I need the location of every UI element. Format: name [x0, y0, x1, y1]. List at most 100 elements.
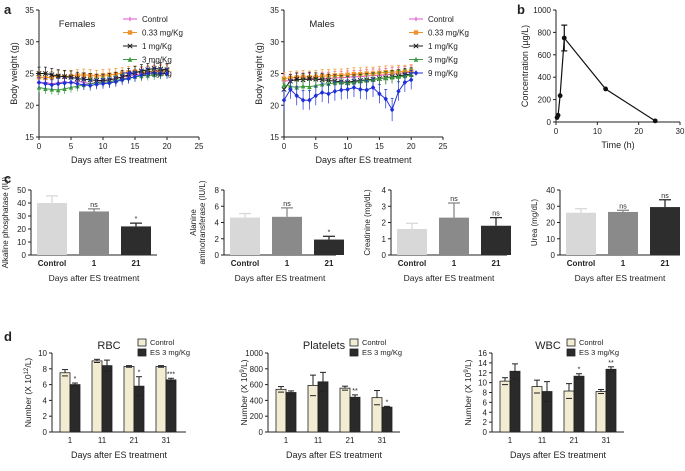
- x-tick-label: 31: [162, 436, 171, 445]
- y-tick-label: 8: [483, 389, 488, 398]
- data-point: [306, 76, 312, 82]
- data-point: [139, 72, 144, 78]
- data-point: [300, 97, 306, 103]
- significance-label: *: [328, 229, 331, 236]
- bar: [349, 396, 361, 433]
- x-tick-label: 10: [99, 142, 108, 151]
- legend-label: Control: [150, 338, 175, 347]
- legend-label: ES 3 mg/Kg: [150, 348, 190, 357]
- data-point: [300, 83, 306, 89]
- y-tick-label: 200: [250, 412, 264, 421]
- data-point: [326, 91, 331, 97]
- significance-label: **: [608, 360, 614, 367]
- y-tick-label: 16: [478, 349, 487, 358]
- data-point: [389, 106, 395, 113]
- data-point: [43, 80, 48, 87]
- y-tick-label: 8: [215, 186, 220, 195]
- bar: [608, 211, 638, 255]
- bar: [230, 217, 260, 255]
- data-point: [126, 75, 131, 82]
- significance-label: *: [386, 399, 389, 406]
- x-tick-label: 31: [602, 436, 611, 445]
- bar: [307, 384, 319, 433]
- y-axis-title: Alkaline phosphatase (IU): [1, 176, 10, 268]
- data-point: [402, 79, 408, 86]
- x-tick-label: 20: [163, 142, 172, 151]
- data-point: [81, 76, 87, 82]
- legend-swatch: [566, 348, 576, 357]
- bar: [509, 370, 521, 433]
- bar: [165, 379, 177, 433]
- data-point: [339, 87, 344, 93]
- bar: [121, 226, 151, 255]
- x-tick-label: 1: [508, 436, 513, 445]
- y-tick-label: 2: [215, 235, 220, 244]
- y-tick-label: 10: [546, 235, 555, 244]
- y-axis-title: Number (X 109/L): [239, 359, 249, 425]
- y-tick-label: 0: [547, 118, 552, 127]
- significance-label: ns: [90, 202, 98, 209]
- y-axis-title: aminotransferase (IU/L): [198, 180, 207, 264]
- x-tick-label: 0: [554, 127, 559, 136]
- x-tick-label: 0: [37, 142, 42, 151]
- bar: [339, 387, 351, 433]
- x-axis-title: Days after ES treatment: [510, 450, 607, 460]
- significance-label: ns: [283, 201, 291, 208]
- y-axis-title: Number (X 1012/L): [23, 358, 33, 428]
- y-tick-label: 4: [483, 408, 488, 417]
- data-point: [294, 93, 299, 99]
- y-tick-label: 4: [382, 186, 387, 195]
- y-tick-label: 40: [546, 186, 555, 195]
- y-tick-label: 2: [483, 418, 488, 427]
- chart-title: RBC: [97, 340, 120, 352]
- panel-letter-b: b: [517, 2, 525, 17]
- x-tick-label: 10: [593, 127, 602, 136]
- x-tick-label: 1: [285, 259, 290, 268]
- significance-label: *: [74, 376, 77, 383]
- x-tick-label: 25: [439, 142, 448, 151]
- bar: [650, 207, 680, 255]
- data-point: [358, 86, 363, 93]
- legend-swatch: [137, 338, 147, 347]
- y-tick-label: 1000: [245, 349, 263, 358]
- x-tick-label: 5: [69, 142, 74, 151]
- legend-label: Control: [362, 338, 387, 347]
- data-point: [152, 70, 157, 76]
- bar: [317, 381, 329, 433]
- data-point: [557, 93, 563, 99]
- bar: [133, 385, 145, 433]
- y-tick-label: 30: [25, 38, 34, 47]
- y-tick-label: 20: [270, 101, 279, 110]
- y-tick-label: 8: [43, 365, 48, 374]
- x-tick-label: Control: [398, 259, 426, 268]
- y-tick-label: 30: [17, 212, 26, 221]
- data-point: [55, 73, 61, 79]
- x-tick-label: 5: [314, 142, 319, 151]
- x-tick-label: 21: [325, 259, 334, 268]
- data-point: [345, 86, 350, 93]
- x-tick-label: 1: [452, 259, 457, 268]
- y-tick-label: 20: [17, 225, 26, 234]
- bar: [499, 380, 511, 433]
- data-point: [396, 88, 401, 94]
- data-point: [294, 76, 300, 82]
- x-axis-title: Days after ES treatment: [315, 155, 412, 165]
- data-point: [281, 82, 287, 88]
- data-point: [100, 80, 106, 87]
- data-point: [313, 93, 318, 99]
- y-tick-label: 15: [270, 133, 279, 142]
- data-point: [603, 86, 608, 92]
- y-tick-label: 400: [250, 396, 264, 405]
- x-tick-label: 21: [492, 259, 501, 268]
- bar: [123, 366, 135, 433]
- significance-label: ns: [619, 203, 627, 210]
- x-tick-label: 21: [346, 436, 355, 445]
- legend-label: 9 mg/Kg: [142, 69, 172, 78]
- data-point: [127, 70, 133, 76]
- y-axis-title: Urea (mg/dL): [530, 199, 539, 246]
- bar: [605, 368, 617, 433]
- y-tick-label: 4: [215, 219, 220, 228]
- bar: [155, 366, 167, 433]
- data-point: [88, 82, 93, 89]
- data-point: [107, 80, 112, 86]
